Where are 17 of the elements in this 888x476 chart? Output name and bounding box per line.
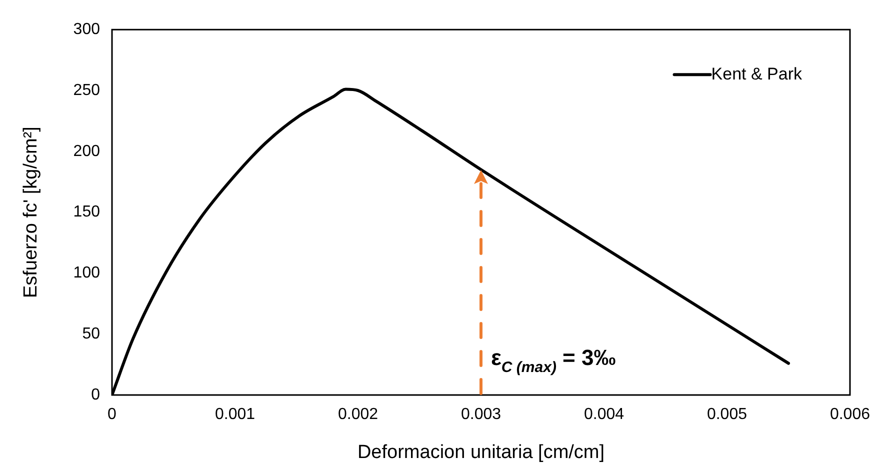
y-tick-label: 250 bbox=[73, 82, 100, 99]
y-tick-label: 200 bbox=[73, 142, 100, 160]
x-tick-label: 0.002 bbox=[338, 406, 378, 424]
legend-label: Kent & Park bbox=[711, 64, 802, 84]
y-tick-label: 150 bbox=[73, 204, 100, 221]
y-tick-label: 300 bbox=[73, 21, 100, 38]
y-tick-label: 100 bbox=[73, 264, 100, 282]
x-tick-label: 0.004 bbox=[584, 406, 624, 424]
x-tick-label: 0.005 bbox=[706, 406, 748, 424]
y-tick-label: 0 bbox=[91, 386, 100, 404]
x-tick-label: 0.006 bbox=[830, 406, 870, 424]
x-tick-label: 0.003 bbox=[460, 406, 502, 424]
y-axis-title: Esfuerzo fc' [kg/cm²] bbox=[20, 126, 42, 298]
x-tick-label: 0.001 bbox=[214, 406, 256, 424]
y-tick-label: 50 bbox=[82, 326, 100, 343]
x-axis-title: Deformacion unitaria [cm/cm] bbox=[357, 442, 605, 463]
x-tick-label: 0 bbox=[108, 406, 117, 424]
